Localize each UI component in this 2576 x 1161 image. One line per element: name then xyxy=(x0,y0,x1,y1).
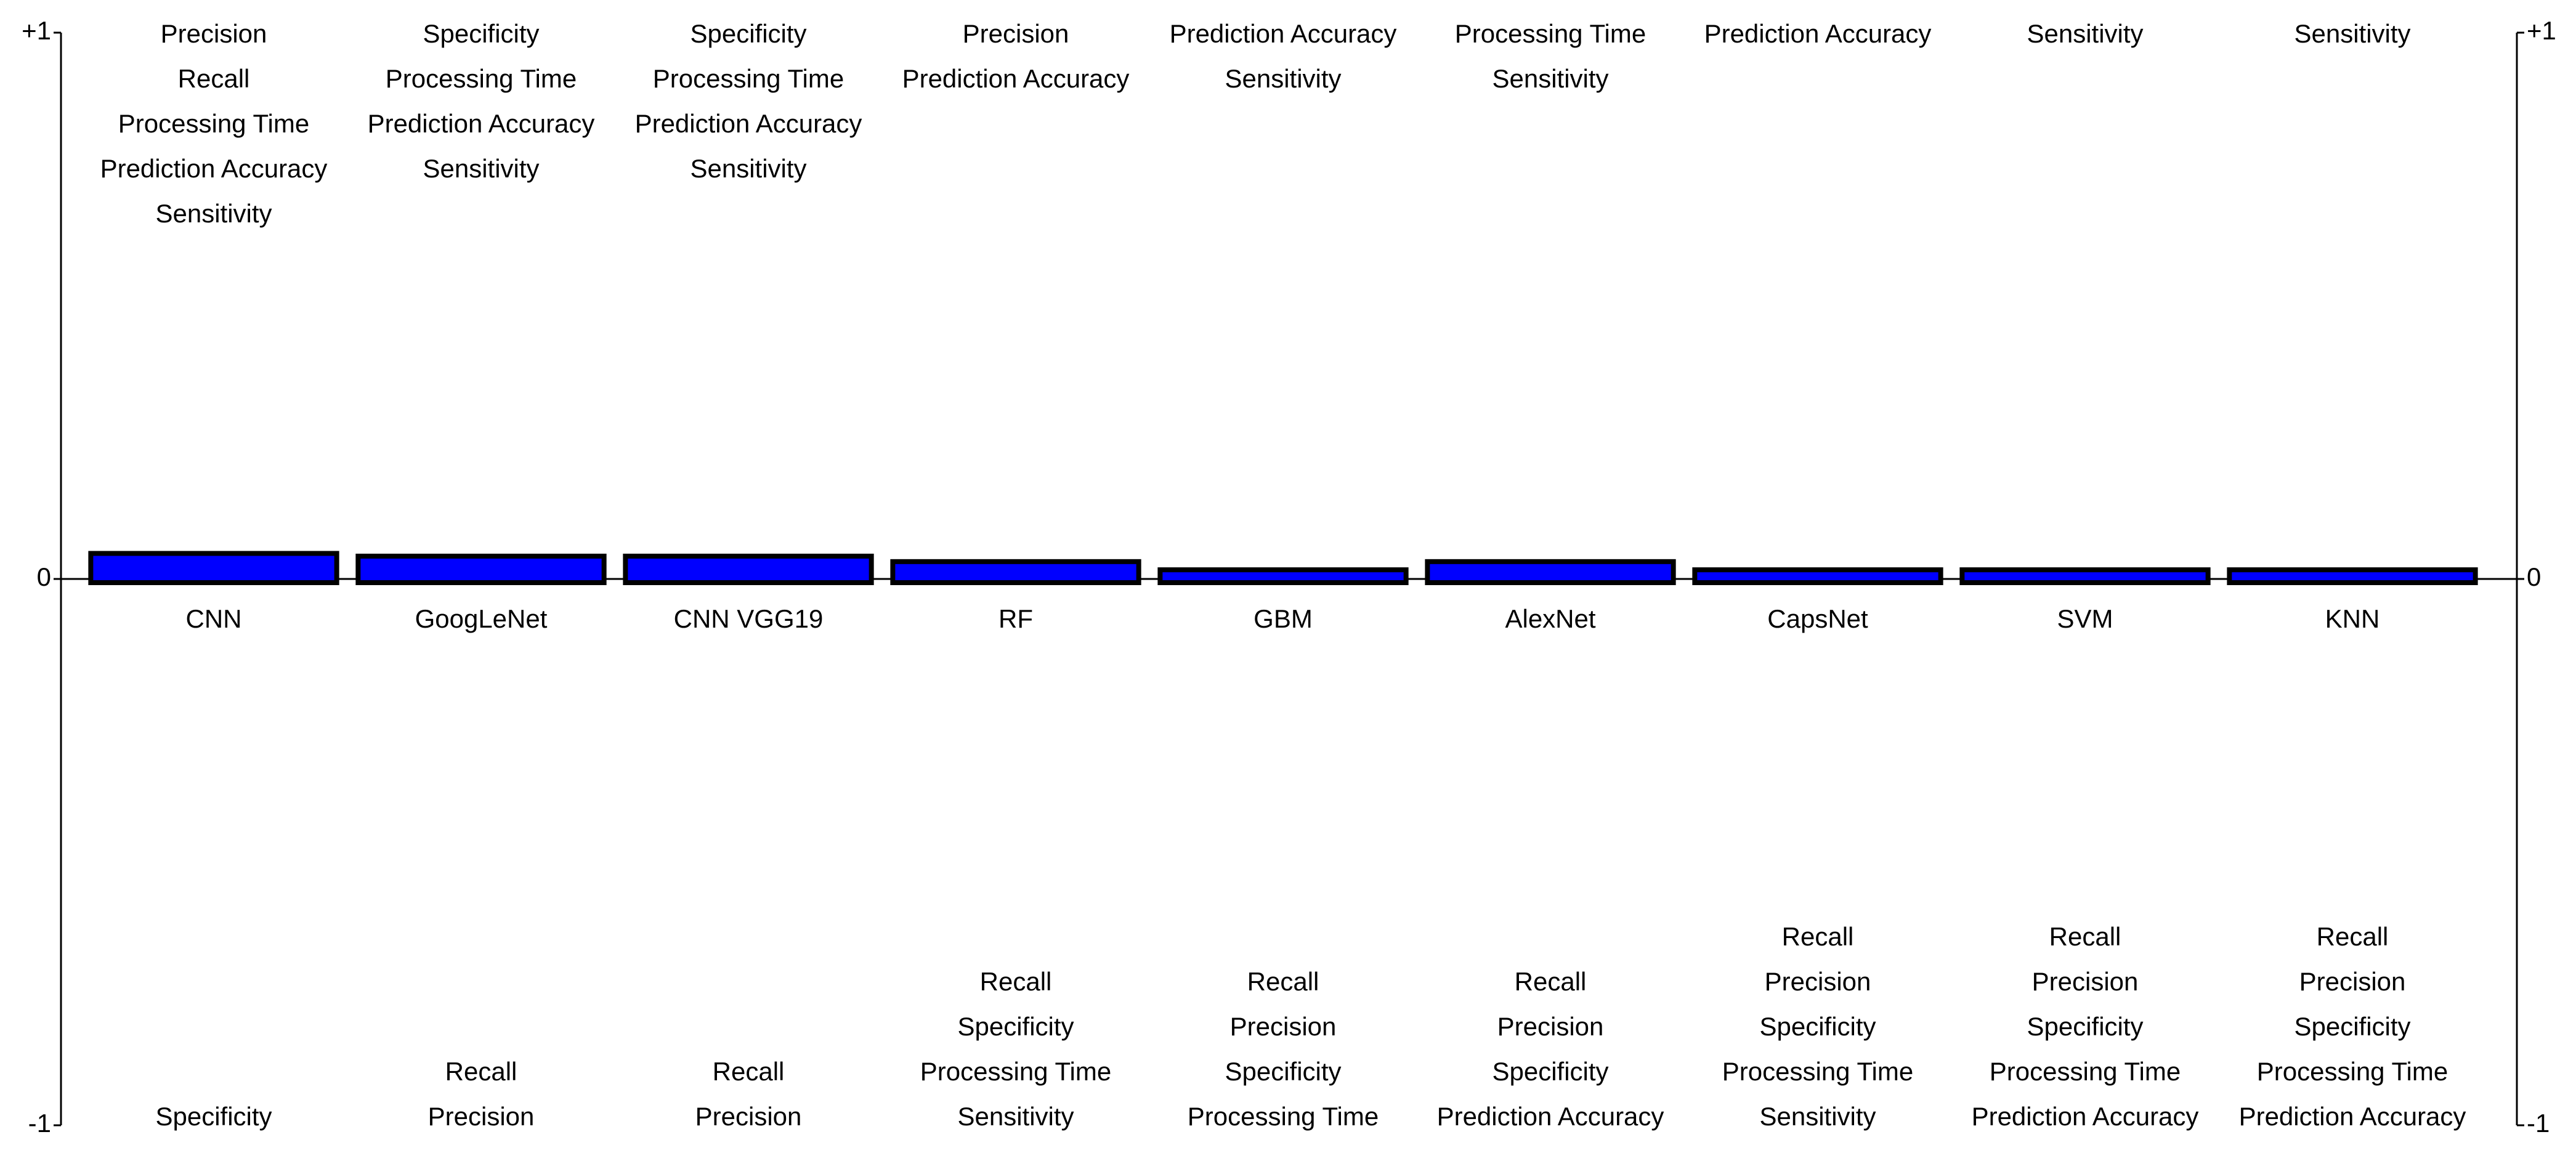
criterion-above: Sensitivity xyxy=(1225,64,1341,93)
criterion-below: Prediction Accuracy xyxy=(1437,1102,1664,1131)
bar xyxy=(890,559,1141,586)
x-tick-label: AlexNet xyxy=(1505,604,1595,633)
criterion-below: Recall xyxy=(1515,967,1587,996)
criterion-below: Recall xyxy=(1782,922,1854,951)
criterion-below: Processing Time xyxy=(1990,1057,2181,1086)
criterion-below: Specificity xyxy=(1759,1012,1876,1041)
criterion-above: Sensitivity xyxy=(690,154,806,183)
criterion-above: Sensitivity xyxy=(1492,64,1608,93)
criterion-below: Recall xyxy=(713,1057,785,1086)
x-tick-label: GoogLeNet xyxy=(415,604,548,633)
criterion-above: Processing Time xyxy=(1455,19,1646,48)
criterion-above: Prediction Accuracy xyxy=(1704,19,1932,48)
x-tick-label: CNN VGG19 xyxy=(674,604,824,633)
y-tick-label: +1 xyxy=(22,16,51,45)
x-tick-label: GBM xyxy=(1254,604,1313,633)
criterion-below: Prediction Accuracy xyxy=(1972,1102,2199,1131)
criterion-above: Precision xyxy=(161,19,267,48)
criterion-above: Processing Time xyxy=(118,109,309,138)
criterion-below: Prediction Accuracy xyxy=(2239,1102,2466,1131)
criterion-below: Specificity xyxy=(2294,1012,2410,1041)
criterion-below: Specificity xyxy=(1492,1057,1608,1086)
criterion-above: Prediction Accuracy xyxy=(368,109,595,138)
criterion-below: Processing Time xyxy=(1722,1057,1913,1086)
criterion-below: Recall xyxy=(1247,967,1319,996)
y-tick-label: 0 xyxy=(37,562,51,591)
criterion-below: Precision xyxy=(2299,967,2406,996)
y2-tick-label: +1 xyxy=(2527,16,2556,45)
y2-tick-label: -1 xyxy=(2527,1109,2550,1138)
criterion-below: Specificity xyxy=(2027,1012,2143,1041)
criterion-below: Processing Time xyxy=(1188,1102,1379,1131)
bar xyxy=(355,553,607,586)
criterion-above: Recall xyxy=(178,64,250,93)
bar xyxy=(1157,567,1409,586)
criterion-above: Sensitivity xyxy=(155,199,272,228)
bar xyxy=(2227,567,2478,586)
criterion-below: Precision xyxy=(2032,967,2139,996)
criterion-below: Precision xyxy=(695,1102,802,1131)
bar xyxy=(1425,559,1676,586)
criterion-above: Prediction Accuracy xyxy=(635,109,862,138)
criterion-above: Processing Time xyxy=(653,64,844,93)
criterion-below: Recall xyxy=(980,967,1052,996)
criterion-above: Processing Time xyxy=(386,64,577,93)
x-tick-label: CapsNet xyxy=(1767,604,1868,633)
criterion-above: Sensitivity xyxy=(2027,19,2143,48)
criterion-below: Sensitivity xyxy=(957,1102,1074,1131)
criterion-above: Sensitivity xyxy=(2294,19,2410,48)
criterion-above: Precision xyxy=(963,19,1069,48)
y-tick-label: -1 xyxy=(28,1109,51,1138)
bar xyxy=(1959,567,2211,586)
y2-tick-label: 0 xyxy=(2527,562,2541,591)
criterion-above: Specificity xyxy=(690,19,806,48)
criterion-below: Specificity xyxy=(1225,1057,1341,1086)
criterion-below: Recall xyxy=(2317,922,2389,951)
criterion-below: Precision xyxy=(1765,967,1871,996)
bar xyxy=(1692,567,1943,586)
criterion-below: Sensitivity xyxy=(1759,1102,1876,1131)
criterion-below: Recall xyxy=(445,1057,517,1086)
x-tick-label: SVM xyxy=(2057,604,2113,633)
criterion-above: Sensitivity xyxy=(423,154,539,183)
x-tick-label: CNN xyxy=(186,604,242,633)
bar xyxy=(623,553,874,586)
bar xyxy=(88,551,339,586)
x-tick-label: RF xyxy=(998,604,1033,633)
criterion-above: Prediction Accuracy xyxy=(100,154,328,183)
criterion-above: Specificity xyxy=(423,19,539,48)
criterion-below: Processing Time xyxy=(920,1057,1111,1086)
criterion-above: Prediction Accuracy xyxy=(1170,19,1397,48)
x-tick-label: KNN xyxy=(2325,604,2380,633)
criterion-below: Precision xyxy=(428,1102,535,1131)
criterion-below: Recall xyxy=(2049,922,2121,951)
criterion-below: Precision xyxy=(1497,1012,1604,1041)
criterion-below: Specificity xyxy=(155,1102,272,1131)
criterion-above: Prediction Accuracy xyxy=(902,64,1130,93)
criterion-below: Specificity xyxy=(957,1012,1074,1041)
criterion-below: Precision xyxy=(1230,1012,1337,1041)
criterion-below: Processing Time xyxy=(2257,1057,2448,1086)
